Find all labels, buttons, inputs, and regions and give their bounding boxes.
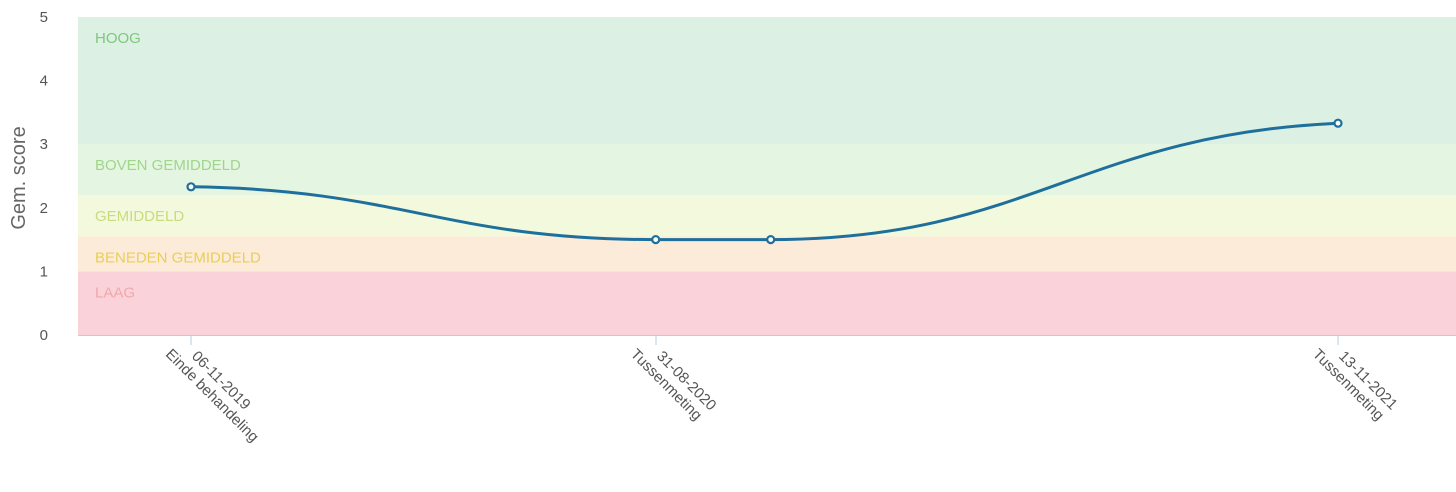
band-labels: LAAG BENEDEN GEMIDDELD GEMIDDELD BOVEN GEMI… [95,30,261,301]
data-point[interactable] [651,235,661,245]
y-axis-ticks: 0 1 2 3 4 5 [40,9,48,344]
data-point[interactable] [766,235,776,245]
data-point[interactable] [1333,118,1343,128]
data-point[interactable] [186,182,196,192]
y-tick-label: 5 [40,9,48,26]
band-2 [78,195,1456,237]
y-tick-label: 4 [40,73,48,90]
series-line [190,121,1339,242]
band-label: HOOG [95,30,141,47]
y-tick-label: 0 [40,327,48,344]
y-axis-label: Gem. score [8,126,30,229]
score-bands [78,17,1456,335]
band-label: GEMIDDELD [95,208,184,225]
band-label: BOVEN GEMIDDELD [95,157,241,174]
band-3 [78,144,1456,196]
band-4 [78,17,1456,145]
band-0 [78,271,1456,335]
series-layer [186,118,1343,245]
y-tick-label: 2 [40,200,48,217]
y-tick-label: 3 [40,136,48,153]
band-label: LAAG [95,284,135,301]
band-label: BENEDEN GEMIDDELD [95,249,261,266]
y-tick-label: 1 [40,263,48,280]
